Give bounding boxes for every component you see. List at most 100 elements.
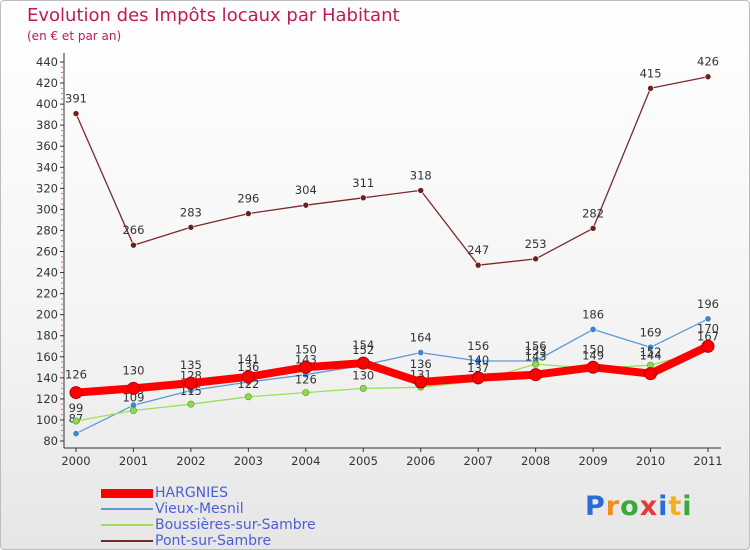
y-tick-label: 440 [36, 55, 58, 69]
y-tick-label: 320 [36, 181, 58, 195]
y-tick-label: 360 [36, 139, 58, 153]
data-point-vieux-mesnil [704, 315, 712, 323]
series-line-hargnies [75, 342, 710, 397]
logo-letter: t [668, 491, 683, 522]
legend-swatch-pont-sur-sambre [101, 540, 153, 542]
data-label-vieux-mesnil: 169 [640, 325, 662, 339]
legend-swatch-hargnies [101, 489, 153, 498]
data-label-hargnies: 143 [525, 350, 547, 364]
data-label-hargnies: 140 [467, 353, 489, 367]
data-point-pont-sur-sambre [130, 241, 137, 249]
x-tick-label: 2005 [349, 454, 378, 468]
data-label-boussi-res-sur-sambre: 109 [122, 390, 144, 404]
proxiti-logo: Proxiti [585, 491, 693, 522]
x-tick-label: 2009 [578, 454, 607, 468]
data-label-boussi-res-sur-sambre: 130 [352, 368, 374, 382]
data-point-boussi-res-sur-sambre [187, 400, 195, 408]
x-tick-label: 2001 [119, 454, 148, 468]
x-tick-label: 2010 [636, 454, 665, 468]
data-point-boussi-res-sur-sambre [359, 384, 367, 392]
data-label-hargnies: 144 [640, 349, 662, 363]
data-point-hargnies [126, 381, 140, 395]
data-point-boussi-res-sur-sambre [532, 360, 540, 368]
data-label-hargnies: 150 [582, 342, 604, 356]
data-point-pont-sur-sambre [647, 85, 654, 92]
data-point-vieux-mesnil [589, 325, 597, 333]
data-label-boussi-res-sur-sambre: 149 [582, 348, 604, 362]
data-point-hargnies [701, 339, 715, 353]
data-label-hargnies: 136 [410, 357, 432, 371]
data-point-pont-sur-sambre [72, 110, 80, 117]
logo-letter: o [620, 491, 640, 522]
legend-swatch-vieux-mesnil [101, 508, 153, 510]
legend-label-boussieres: Boussières-sur-Sambre [155, 517, 316, 533]
series-line-vieux-mesnil [75, 318, 709, 435]
data-label-vieux-mesnil: 156 [467, 339, 489, 353]
y-tick-label: 380 [36, 118, 58, 132]
x-tick-label: 2006 [406, 454, 435, 468]
data-point-hargnies [471, 371, 485, 385]
data-point-hargnies [299, 360, 313, 374]
data-point-hargnies [586, 360, 600, 374]
data-label-pont-sur-sambre: 318 [410, 168, 432, 182]
data-point-pont-sur-sambre [187, 223, 195, 231]
data-point-pont-sur-sambre [589, 225, 597, 232]
data-point-pont-sur-sambre [417, 187, 425, 194]
data-label-vieux-mesnil: 196 [697, 297, 719, 311]
y-tick-label: 140 [36, 371, 58, 385]
data-point-vieux-mesnil [647, 343, 655, 351]
data-label-hargnies: 126 [65, 368, 87, 382]
data-label-pont-sur-sambre: 426 [697, 55, 719, 69]
data-point-boussi-res-sur-sambre [244, 393, 252, 401]
data-label-hargnies: 141 [237, 352, 259, 366]
y-tick-label: 280 [36, 223, 58, 237]
data-point-hargnies [241, 370, 255, 384]
data-label-pont-sur-sambre: 282 [582, 206, 604, 220]
data-label-pont-sur-sambre: 266 [122, 223, 144, 237]
x-tick-label: 2008 [521, 454, 550, 468]
x-tick-label: 2011 [693, 454, 722, 468]
logo-letter: x [639, 491, 659, 522]
y-tick-label: 400 [36, 97, 58, 111]
y-tick-label: 260 [36, 245, 58, 259]
x-tick-label: 2002 [176, 454, 205, 468]
x-tick-label: 2007 [464, 454, 493, 468]
data-label-pont-sur-sambre: 415 [640, 66, 662, 80]
y-tick-label: 120 [36, 392, 58, 406]
plot-area: 80 100 120 140 160 180 200 220 240 260 280 300 320 34… [36, 53, 723, 468]
y-tick-label: 220 [36, 287, 58, 301]
data-label-pont-sur-sambre: 304 [295, 183, 317, 197]
data-label-boussi-res-sur-sambre: 152 [640, 345, 662, 359]
data-label-hargnies: 130 [122, 363, 144, 377]
y-tick-label: 160 [36, 350, 58, 364]
data-label-boussi-res-sur-sambre: 115 [180, 384, 202, 398]
data-point-boussi-res-sur-sambre [302, 389, 310, 397]
data-label-pont-sur-sambre: 311 [352, 176, 374, 190]
y-tick-label: 100 [36, 413, 58, 427]
data-point-pont-sur-sambre [532, 255, 539, 263]
data-point-hargnies [644, 367, 658, 381]
data-label-hargnies: 135 [180, 358, 202, 372]
data-point-boussi-res-sur-sambre [72, 417, 80, 425]
data-point-hargnies [184, 376, 198, 390]
data-point-vieux-mesnil [474, 357, 482, 365]
y-tick-label: 340 [36, 160, 58, 174]
data-label-vieux-mesnil: 186 [582, 307, 604, 321]
data-point-pont-sur-sambre [704, 73, 712, 81]
data-label-hargnies: 154 [352, 338, 374, 352]
data-point-hargnies [356, 356, 370, 370]
x-tick-label: 2004 [291, 454, 320, 468]
data-point-pont-sur-sambre [474, 261, 482, 269]
data-point-hargnies [69, 386, 83, 400]
logo-letter: P [585, 491, 606, 522]
chart-subtitle: (en € et par an) [27, 29, 122, 43]
legend-label-hargnies: HARGNIES [155, 485, 229, 501]
y-tick-label: 80 [43, 434, 58, 448]
logo-letter: i [682, 491, 693, 522]
data-label-boussi-res-sur-sambre: 99 [69, 401, 84, 415]
legend-label-vieux-mesnil: Vieux-Mesnil [155, 501, 244, 517]
data-label-hargnies: 150 [295, 342, 317, 356]
data-label-boussi-res-sur-sambre: 153 [525, 344, 547, 358]
chart-title: Evolution des Impôts locaux par Habitant [27, 5, 400, 26]
